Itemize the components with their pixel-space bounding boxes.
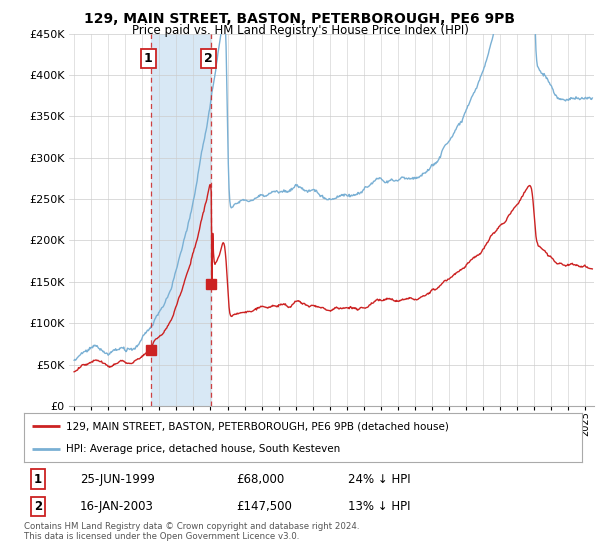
Text: 129, MAIN STREET, BASTON, PETERBOROUGH, PE6 9PB (detached house): 129, MAIN STREET, BASTON, PETERBOROUGH, …	[66, 421, 449, 431]
Text: 25-JUN-1999: 25-JUN-1999	[80, 473, 155, 486]
Text: 24% ↓ HPI: 24% ↓ HPI	[347, 473, 410, 486]
Text: 1: 1	[144, 52, 152, 65]
Text: Price paid vs. HM Land Registry's House Price Index (HPI): Price paid vs. HM Land Registry's House …	[131, 24, 469, 36]
Text: £147,500: £147,500	[236, 500, 292, 513]
Text: 2: 2	[34, 500, 42, 513]
Text: £68,000: £68,000	[236, 473, 284, 486]
Text: HPI: Average price, detached house, South Kesteven: HPI: Average price, detached house, Sout…	[66, 444, 340, 454]
Text: Contains HM Land Registry data © Crown copyright and database right 2024.
This d: Contains HM Land Registry data © Crown c…	[24, 522, 359, 542]
Text: 2: 2	[205, 52, 213, 65]
Text: 13% ↓ HPI: 13% ↓ HPI	[347, 500, 410, 513]
Text: 129, MAIN STREET, BASTON, PETERBOROUGH, PE6 9PB: 129, MAIN STREET, BASTON, PETERBOROUGH, …	[85, 12, 515, 26]
Bar	[151, 34, 211, 406]
Text: 1: 1	[34, 473, 42, 486]
Text: 16-JAN-2003: 16-JAN-2003	[80, 500, 154, 513]
